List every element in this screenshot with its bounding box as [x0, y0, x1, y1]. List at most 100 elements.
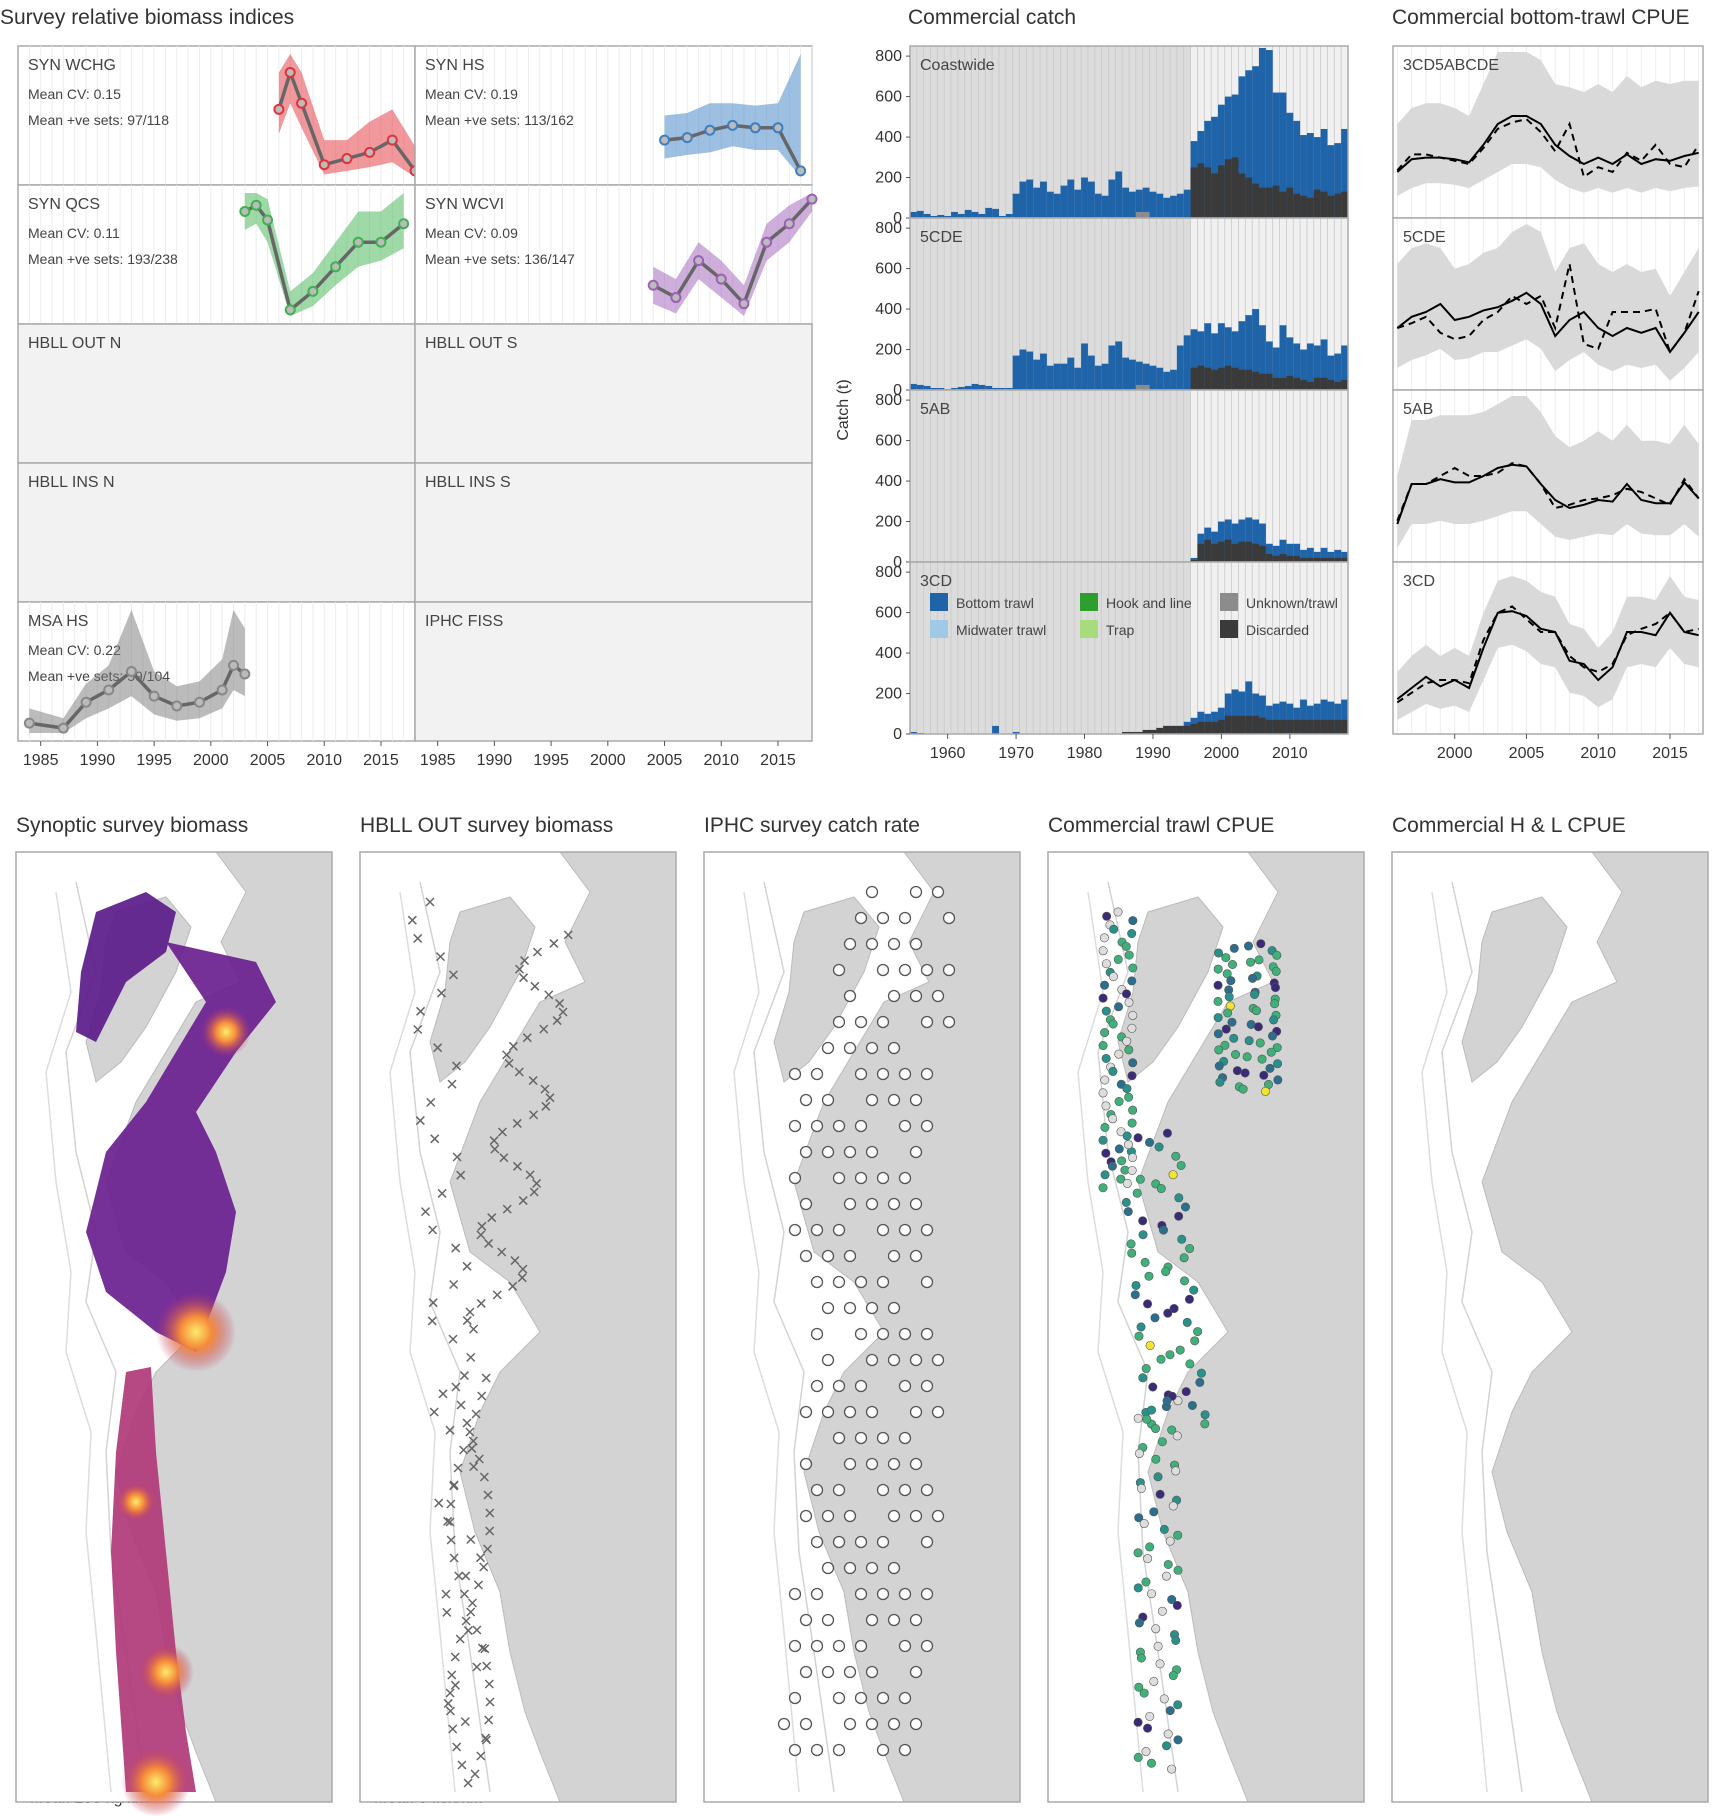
station-marker [911, 1199, 922, 1210]
survey-point [728, 121, 737, 130]
station-marker [812, 1329, 823, 1340]
cpue-cell [1109, 1067, 1117, 1075]
cpue-cell [1248, 974, 1256, 982]
cpue-cell [1123, 1037, 1131, 1045]
cpue-cell [1186, 1360, 1194, 1368]
bar-bottom-trawl [1184, 335, 1191, 390]
cpue-cell [1152, 1625, 1160, 1633]
x-tick-label: 1985 [23, 752, 59, 769]
cpue-cell [1230, 1034, 1238, 1042]
station-marker [856, 1537, 867, 1548]
survey-point [320, 160, 329, 169]
bar-bottom-trawl [1150, 366, 1157, 390]
cpue-cell [1180, 1277, 1188, 1285]
station-marker [911, 1147, 922, 1158]
x-tick-label: 2010 [306, 752, 342, 769]
cpue-panel: 5AB [1393, 390, 1703, 562]
bar-discarded [1191, 724, 1198, 734]
bar-bottom-trawl [1040, 182, 1047, 218]
cpue-cell [1141, 1258, 1149, 1266]
cpue-cell [1102, 1149, 1110, 1157]
cpue-cell [1099, 947, 1107, 955]
bar-discarded [1197, 163, 1204, 218]
bar-discarded [1259, 718, 1266, 734]
station-marker [867, 1355, 878, 1366]
cpue-cell [1123, 1084, 1131, 1092]
cpue-cell [1123, 1179, 1131, 1187]
station-marker [834, 1121, 845, 1132]
station-marker [878, 965, 889, 976]
bar-discarded [1184, 726, 1191, 734]
cpue-cell [1161, 1267, 1169, 1275]
station-marker [889, 1043, 900, 1054]
bar-discarded [1232, 544, 1239, 562]
y-tick-label: 400 [875, 473, 902, 490]
bar-discarded [1204, 722, 1211, 734]
station-marker [889, 1355, 900, 1366]
cpue-cell [1133, 1189, 1141, 1197]
survey-panel: HBLL INS N [18, 463, 415, 602]
station-marker [856, 1589, 867, 1600]
station-marker [933, 887, 944, 898]
bar-bottom-trawl [1156, 194, 1163, 218]
station-marker [790, 1745, 801, 1756]
legend-label: Midwater trawl [956, 622, 1046, 638]
station-marker [878, 913, 889, 924]
x-tick-label: 2015 [1652, 745, 1688, 762]
cpue-cell [1145, 1272, 1153, 1280]
bar-discarded [1191, 167, 1198, 218]
x-tick-label: 1995 [136, 752, 172, 769]
map-hl-title: Commercial H & L CPUE [1392, 814, 1626, 838]
bar-discarded [1293, 194, 1300, 218]
map-trawl-title: Commercial trawl CPUE [1048, 814, 1274, 838]
legend-label: Hook and line [1106, 595, 1192, 611]
survey-point [762, 238, 771, 247]
biomass-hotspot [116, 1482, 156, 1522]
bar-discarded [1211, 173, 1218, 218]
bar-bottom-trawl [1163, 198, 1170, 218]
biomass-hotspot [121, 1747, 191, 1816]
survey-indices-chart: SYN WCHGMean CV: 0.15Mean +ve sets: 97/1… [0, 30, 830, 810]
bar-bottom-trawl [1033, 188, 1040, 218]
cpue-cell [1241, 1069, 1249, 1077]
cpue-cell [1163, 1129, 1171, 1137]
cpue-cell [1138, 1217, 1146, 1225]
cpue-cell [1132, 1281, 1140, 1289]
station-marker [823, 1355, 834, 1366]
cpue-cell [1134, 1718, 1142, 1726]
bar-discarded [1273, 556, 1280, 562]
survey-point [25, 719, 34, 728]
bar-discarded [1218, 720, 1225, 734]
cpue-cell [1143, 1554, 1151, 1562]
bar-bottom-trawl [992, 209, 999, 218]
x-tick-label: 2000 [590, 752, 626, 769]
x-tick-label: 2005 [250, 752, 286, 769]
bar-bottom-trawl [1081, 178, 1088, 218]
cpue-cell [1134, 1753, 1142, 1761]
cpue-cell [1215, 1046, 1223, 1054]
cpue-cell [1183, 1318, 1191, 1326]
cpue-cell [1127, 1240, 1135, 1248]
x-tick-label: 1960 [930, 745, 966, 762]
biomass-hotspot [138, 1644, 194, 1700]
bar-discarded [1307, 720, 1314, 734]
bar-bottom-trawl [1074, 190, 1081, 218]
cpue-cell [1271, 983, 1279, 991]
cpue-cell [1185, 1244, 1193, 1252]
y-tick-label: 200 [875, 514, 902, 531]
survey-point [218, 685, 227, 694]
bar-bottom-trawl [1177, 194, 1184, 218]
station-marker [911, 1511, 922, 1522]
cpue-cell [1124, 1140, 1132, 1148]
bar-bottom-trawl [1081, 343, 1088, 390]
survey-cv: Mean CV: 0.15 [28, 86, 121, 102]
bar-discarded [1232, 368, 1239, 390]
cpue-cell [1261, 1087, 1269, 1095]
cpue-cell [1255, 956, 1263, 964]
station-marker [834, 1225, 845, 1236]
cpue-cell [1246, 958, 1254, 966]
station-marker [834, 1745, 845, 1756]
cpue-cell [1190, 1286, 1198, 1294]
bar-unknown [1143, 385, 1150, 390]
bar-discarded [1300, 380, 1307, 390]
